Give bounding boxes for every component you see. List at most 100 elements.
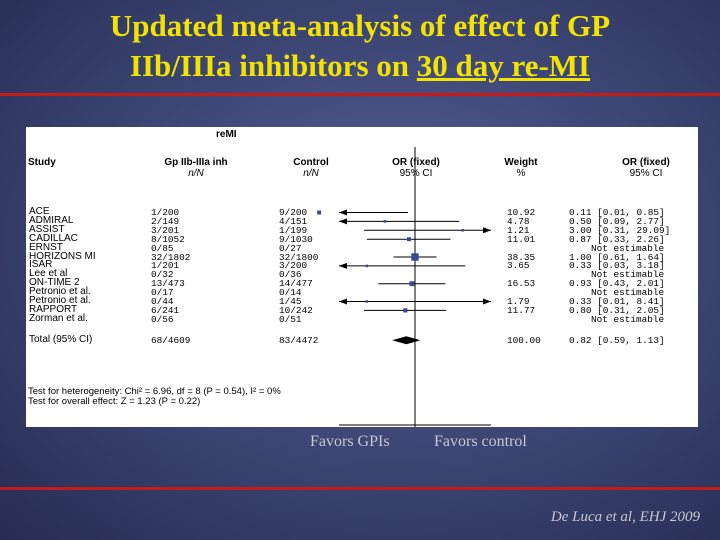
control-events: 4/151 (279, 215, 308, 227)
study-row: ACE 1/200 9/200 10.92 0.11 [0.01, 0.85] (26, 206, 698, 218)
or-value: Not estimable (591, 287, 665, 299)
ci-arrow-right (483, 227, 491, 234)
study-name: ACE (29, 206, 50, 217)
header-control: Control (293, 157, 329, 168)
total-row: Total (95% CI) 68/4609 83/4472 100.00 0.82 [… (26, 333, 698, 346)
header-or-2: OR (fixed) (622, 157, 670, 168)
treatment-events: 1/201 (151, 260, 180, 272)
or-value: 0.33 [0.03, 3.18] (569, 260, 665, 272)
control-events: 9/200 (279, 207, 308, 218)
study-name: RAPPORT (29, 303, 78, 315)
weight-value: 11.77 (507, 304, 536, 316)
study-name: Total (95% CI) (29, 333, 93, 345)
control-events: 1/45 (279, 296, 302, 307)
control-events: 32/1800 (279, 251, 319, 263)
weight-value: 3.65 (507, 260, 530, 272)
treatment-events: 2/149 (151, 215, 180, 227)
study-name: ISAR (29, 259, 53, 271)
header-study: Study (28, 157, 56, 168)
study-row: ISAR 1/201 3/200 3.65 0.33 [0.03, 3.18] (26, 259, 698, 272)
overall-effect-test: Test for overall effect: Z = 1.23 (P = 0… (28, 396, 201, 407)
or-value: 0.33 [0.01, 8.41] (569, 296, 665, 307)
weight-value: 1.21 (507, 224, 530, 236)
effect-marker (406, 237, 411, 242)
treatment-events: 0/56 (151, 313, 174, 325)
study-row: Lee et al 0/32 0/36 Not estimable (26, 269, 698, 281)
ci-arrow-left (339, 262, 347, 269)
study-name: Zorman et al. (29, 312, 88, 324)
header-outcome: reMI (216, 129, 237, 140)
effect-marker (411, 253, 419, 261)
study-row: ON-TIME 2 13/473 14/477 16.53 0.93 [0.43, 2.… (26, 277, 698, 290)
weight-value: 100.00 (507, 334, 541, 346)
citation: De Luca et al, EHJ 2009 (550, 509, 700, 525)
study-name: HORIZONS MI (29, 250, 96, 262)
favors-control-label: Favors control (434, 433, 527, 450)
weight-value: 4.78 (507, 215, 530, 227)
or-value: Not estimable (591, 313, 665, 325)
study-row: HORIZONS MI 32/1802 32/1800 38.35 1.00 [0.61… (26, 250, 698, 263)
pooled-diamond (392, 336, 421, 345)
or-value: 0.11 [0.01, 0.85] (569, 207, 665, 218)
study-row: ERNST 0/85 0/27 Not estimable (26, 241, 698, 254)
study-row: ADMIRAL 2/149 4/151 4.78 0.50 [0.09, 2.77] (26, 215, 698, 227)
or-value: 0.93 [0.43, 2.01] (569, 278, 665, 290)
header-or: OR (fixed) (392, 157, 440, 168)
ci-arrow-left (339, 218, 347, 225)
effect-marker (409, 281, 415, 287)
control-events: 0/51 (279, 313, 302, 325)
weight-value: 38.35 (507, 251, 536, 263)
effect-marker (365, 300, 369, 303)
or-value: 0.82 [0.59, 1.13] (569, 334, 665, 346)
title-line-2-prefix: IIb/IIIa inhibitors on (129, 48, 417, 83)
title-line-2: IIb/IIIa inhibitors on 30 day re-MI (0, 46, 720, 86)
heterogeneity-test: Test for heterogeneity: Chi² = 6.96, df … (28, 386, 281, 397)
treatment-events: 0/44 (151, 296, 174, 307)
or-value: 1.00 [0.61, 1.64] (569, 251, 665, 263)
weight-value: 11.01 (507, 233, 536, 245)
treatment-events: 32/1802 (151, 251, 191, 263)
header-treatment: Gp IIb-IIIa inh (164, 157, 228, 168)
study-name: ASSIST (29, 223, 65, 235)
treatment-events: 6/241 (151, 304, 180, 316)
control-events: 0/14 (279, 287, 302, 299)
study-row: RAPPORT 6/241 10/242 11.77 0.80 [0.31, 2.05] (26, 303, 698, 316)
weight-value: 16.53 (507, 278, 536, 290)
study-name: ERNST (29, 241, 63, 253)
control-events: 1/199 (279, 224, 308, 236)
effect-marker (365, 264, 369, 268)
bottom-red-rule (0, 487, 720, 490)
study-row: Petronio et al. 0/44 1/45 1.79 0.33 [0.01, 8… (26, 295, 698, 307)
or-value: 3.00 [0.31, 29.09] (569, 224, 671, 236)
control-events: 0/27 (279, 242, 302, 254)
header-control-sub: n/N (303, 168, 319, 179)
control-events: 3/200 (279, 260, 308, 272)
treatment-events: 13/473 (151, 278, 185, 290)
study-row: CADILLAC 8/1052 9/1030 11.01 0.87 [0.33, 2.2… (26, 232, 698, 245)
or-value: Not estimable (591, 269, 665, 281)
treatment-events: 0/17 (151, 287, 174, 299)
study-name: Petronio et al. (29, 295, 91, 306)
effect-marker (383, 220, 387, 223)
or-value: Not estimable (591, 242, 665, 254)
control-events: 14/477 (279, 278, 313, 290)
study-row: Petronio et al. 0/17 0/14 Not estimable (26, 286, 698, 299)
control-events: 0/36 (279, 269, 302, 281)
header-or-2-ci: 95% CI (629, 168, 663, 179)
control-events: 10/242 (279, 304, 313, 316)
treatment-events: 1/200 (151, 207, 180, 218)
treatment-events: 3/201 (151, 224, 180, 236)
study-row: ASSIST 3/201 1/199 1.21 3.00 [0.31, 29.09] (26, 223, 698, 236)
or-value: 0.87 [0.33, 2.26] (569, 233, 665, 245)
study-name: Petronio et al. (29, 286, 91, 298)
treatment-events: 0/32 (151, 269, 174, 281)
study-name: ON-TIME 2 (29, 277, 80, 289)
ci-arrow-left (339, 298, 347, 305)
title-line-1: Updated meta-analysis of effect of GP (109, 8, 611, 43)
slide-title: Updated meta-analysis of effect of GP II… (0, 6, 720, 86)
forest-plot-panel: reMI Study Gp IIb-IIIa inh n/N Control n… (26, 127, 698, 427)
or-value: 0.80 [0.31, 2.05] (569, 304, 665, 316)
study-name: CADILLAC (29, 232, 78, 244)
study-row: Zorman et al. 0/56 0/51 Not estimable (26, 312, 698, 325)
or-value: 0.50 [0.09, 2.77] (569, 215, 665, 227)
